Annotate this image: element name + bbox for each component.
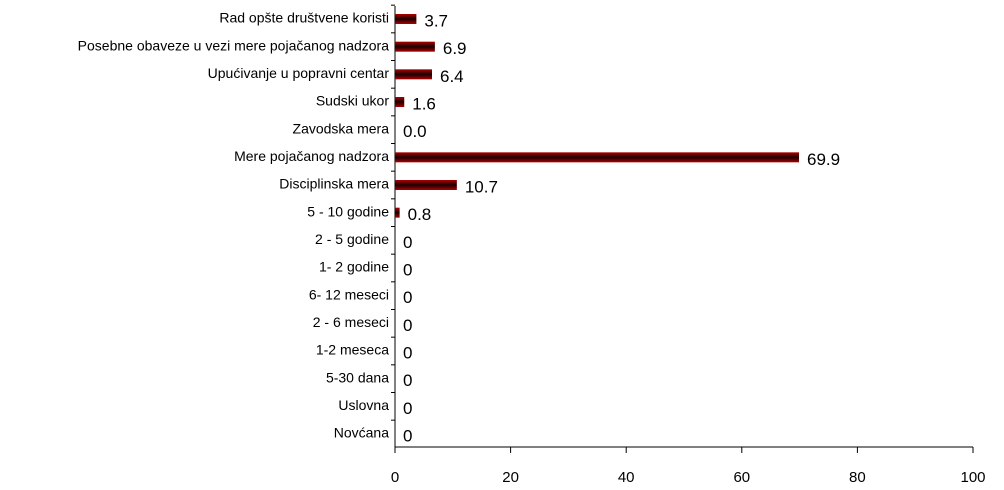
data-label: 0.8 — [408, 205, 432, 224]
data-label: 10.7 — [465, 177, 498, 196]
bar — [395, 41, 435, 52]
bar — [395, 152, 800, 163]
data-label: 0.0 — [403, 122, 427, 141]
data-label: 0 — [403, 260, 412, 279]
y-tick-label: Novćana — [334, 425, 389, 441]
x-tick-label: 80 — [849, 469, 866, 486]
bar — [395, 97, 405, 107]
y-tick-label: Disciplinska mera — [279, 176, 389, 192]
y-tick-label: 5-30 dana — [326, 369, 389, 385]
x-tick-label: 0 — [391, 469, 399, 486]
data-label: 3.7 — [424, 11, 448, 30]
data-label: 0 — [403, 288, 412, 307]
data-label: 69.9 — [807, 150, 840, 169]
x-tick-label: 60 — [733, 469, 750, 486]
y-tick-label: Upućivanje u popravni centar — [208, 65, 390, 81]
data-label: 6.4 — [440, 67, 464, 86]
y-tick-label: Uslovna — [338, 397, 389, 413]
y-tick-label: Zavodska mera — [293, 120, 390, 136]
x-tick-label: 100 — [960, 469, 985, 486]
data-label: 0 — [403, 316, 412, 335]
y-tick-label: 6- 12 meseci — [309, 286, 389, 302]
y-tick-label: Mere pojačanog nadzora — [234, 148, 389, 164]
bar — [395, 180, 457, 190]
x-tick-label: 40 — [618, 469, 635, 486]
x-tick-label: 20 — [502, 469, 519, 486]
y-tick-label: Posebne obaveze u vezi mere pojačanog na… — [78, 37, 390, 53]
data-label: 0 — [403, 233, 412, 252]
data-label: 6.9 — [443, 39, 467, 58]
y-tick-label: 5 - 10 godine — [307, 203, 389, 219]
data-label: 0 — [403, 426, 412, 445]
y-tick-label: 1-2 meseca — [316, 342, 389, 358]
data-label: 0 — [403, 371, 412, 390]
bar — [395, 14, 417, 24]
data-label: 1.6 — [412, 94, 436, 113]
y-tick-label: 2 - 6 meseci — [313, 314, 389, 330]
y-tick-label: Rad opšte društvene koristi — [219, 10, 389, 26]
y-tick-label: 2 - 5 godine — [315, 231, 389, 247]
bar — [395, 69, 432, 80]
y-tick-label: 1- 2 godine — [319, 259, 389, 275]
data-label: 0 — [403, 343, 412, 362]
data-label: 0 — [403, 399, 412, 418]
bar — [395, 207, 400, 218]
y-tick-label: Sudski ukor — [316, 93, 389, 109]
